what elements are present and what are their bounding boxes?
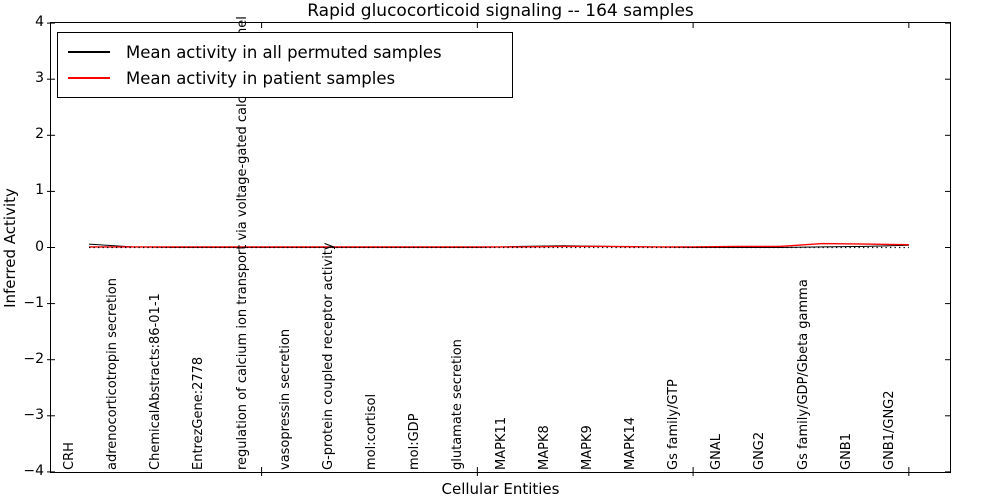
x-tick-label: GNAL xyxy=(709,434,725,470)
y-tick-label: 3 xyxy=(35,70,44,87)
y-tick-label: 4 xyxy=(35,14,44,31)
x-tick-label: glutamate secretion xyxy=(450,339,466,470)
x-tick-label: MAPK9 xyxy=(579,425,595,470)
legend-item: Mean activity in patient samples xyxy=(68,69,512,88)
y-tick-label: 2 xyxy=(35,126,44,143)
y-tick-label: −1 xyxy=(23,294,44,311)
y-tick-label: −2 xyxy=(23,350,44,367)
black-line-swatch-icon xyxy=(68,51,110,53)
x-tick-label: Gs family/GTP xyxy=(666,379,682,470)
legend-item: Mean activity in all permuted samples xyxy=(68,43,512,62)
x-tick-label: adrenocorticotropin secretion xyxy=(105,278,121,470)
plot-area xyxy=(47,22,951,476)
series-line-1 xyxy=(89,242,909,248)
x-tick-label: Gs family/GDP/Gbeta gamma xyxy=(795,279,811,470)
plot-canvas xyxy=(47,22,950,476)
x-tick-label: mol:GDP xyxy=(407,413,423,470)
x-tick-label: G-protein coupled receptor activity xyxy=(320,242,336,470)
x-tick-label: MAPK11 xyxy=(493,416,509,470)
y-tick-label: 0 xyxy=(35,238,44,255)
x-tick-label: ChemicalAbstracts:86-01-1 xyxy=(148,293,164,470)
x-axis-label: Cellular Entities xyxy=(441,480,560,498)
chart-title: Rapid glucocorticoid signaling -- 164 sa… xyxy=(307,1,694,21)
red-line-swatch-icon xyxy=(68,77,110,79)
x-tick-label: mol:cortisol xyxy=(364,393,380,470)
x-tick-label: CRH xyxy=(62,442,77,470)
y-tick-label: 1 xyxy=(35,182,44,199)
y-tick-label: −4 xyxy=(23,462,44,479)
y-tick-label: −3 xyxy=(23,406,44,423)
x-tick-label: MAPK14 xyxy=(622,416,638,470)
x-tick-label: GNB1/GNG2 xyxy=(881,390,897,470)
legend-label: Mean activity in patient samples xyxy=(126,68,396,88)
x-tick-label: vasopressin secretion xyxy=(277,328,293,470)
legend-label: Mean activity in all permuted samples xyxy=(126,42,442,62)
x-tick-label: MAPK8 xyxy=(536,425,552,470)
x-tick-label: GNB1 xyxy=(838,433,854,470)
legend: Mean activity in all permuted samples Me… xyxy=(57,32,513,98)
x-tick-label: EntrezGene:2778 xyxy=(191,356,207,470)
x-tick-label: GNG2 xyxy=(752,431,768,470)
